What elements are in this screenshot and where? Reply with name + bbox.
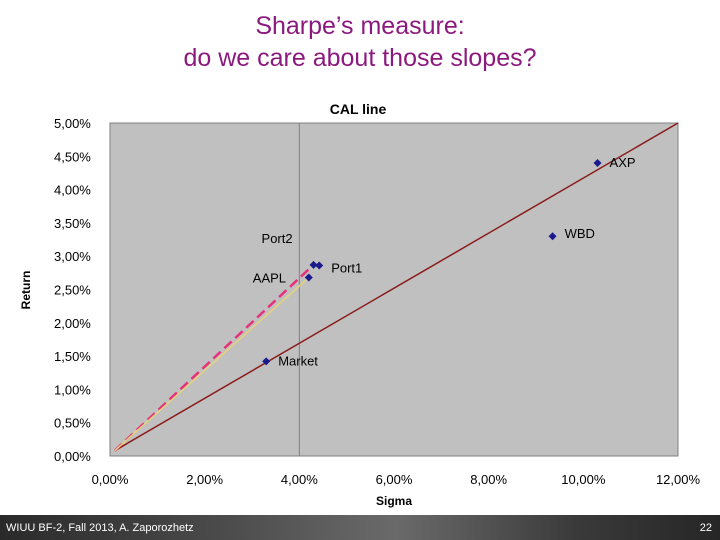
y-tick-label: 2,50% (54, 283, 91, 298)
x-tick-label: 8,00% (470, 472, 507, 487)
y-tick-label: 4,50% (54, 149, 91, 164)
chart-title: CAL line (330, 101, 387, 117)
x-tick-label: 2,00% (186, 472, 223, 487)
y-tick-label: 0,50% (54, 416, 91, 431)
point-label-axp: AXP (610, 155, 636, 170)
slide-title-line-1: Sharpe’s measure: (255, 12, 465, 40)
tick-layer: 0,00% 0,50% 1,00% 1,50% 2,00% 2,50% 3,00% 3,50%… (54, 116, 700, 487)
x-tick-label: 10,00% (561, 472, 606, 487)
point-market (262, 357, 271, 366)
point-layer: AXP WBD Port2 Port1 AAPL Market (253, 155, 636, 368)
x-tick-label: 0,00% (92, 472, 129, 487)
y-tick-label: 3,00% (54, 249, 91, 264)
point-port1 (315, 261, 324, 270)
x-axis-label: Sigma (376, 494, 412, 508)
x-tick-label: 6,00% (376, 472, 413, 487)
y-axis-label: Return (19, 271, 33, 310)
y-tick-label: 1,50% (54, 349, 91, 364)
point-label-wbd: WBD (565, 226, 595, 241)
y-tick-label: 3,50% (54, 216, 91, 231)
y-tick-label: 1,00% (54, 382, 91, 397)
footer-text: WIUU BF-2, Fall 2013, A. Zaporozhetz (6, 522, 194, 534)
point-port2 (309, 260, 318, 269)
point-label-aapl: AAPL (253, 271, 286, 286)
cal-chart: AXP WBD Port2 Port1 AAPL Market 0,00% 0,50% 1,0… (19, 101, 700, 508)
footer-bar: WIUU BF-2, Fall 2013, A. Zaporozhetz 22 (0, 515, 720, 540)
x-tick-label: 4,00% (281, 472, 318, 487)
y-tick-label: 0,00% (54, 449, 91, 464)
point-axp (593, 158, 602, 167)
point-label-port2: Port2 (262, 231, 293, 246)
cal-line (114, 122, 679, 452)
port2-line (113, 263, 315, 452)
point-aapl (304, 273, 313, 282)
slide-title-line-2: do we care about those slopes? (183, 44, 537, 72)
y-tick-label: 2,00% (54, 316, 91, 331)
aapl-line (114, 276, 310, 452)
slide-title: Sharpe’s measure: do we care about those… (0, 10, 720, 74)
point-wbd (548, 232, 557, 241)
point-label-market: Market (278, 353, 318, 368)
page-number: 22 (699, 522, 712, 534)
line-layer (113, 122, 679, 452)
y-tick-label: 4,00% (54, 183, 91, 198)
y-tick-label: 5,00% (54, 116, 91, 131)
x-tick-label: 12,00% (656, 472, 701, 487)
point-label-port1: Port1 (331, 261, 362, 276)
